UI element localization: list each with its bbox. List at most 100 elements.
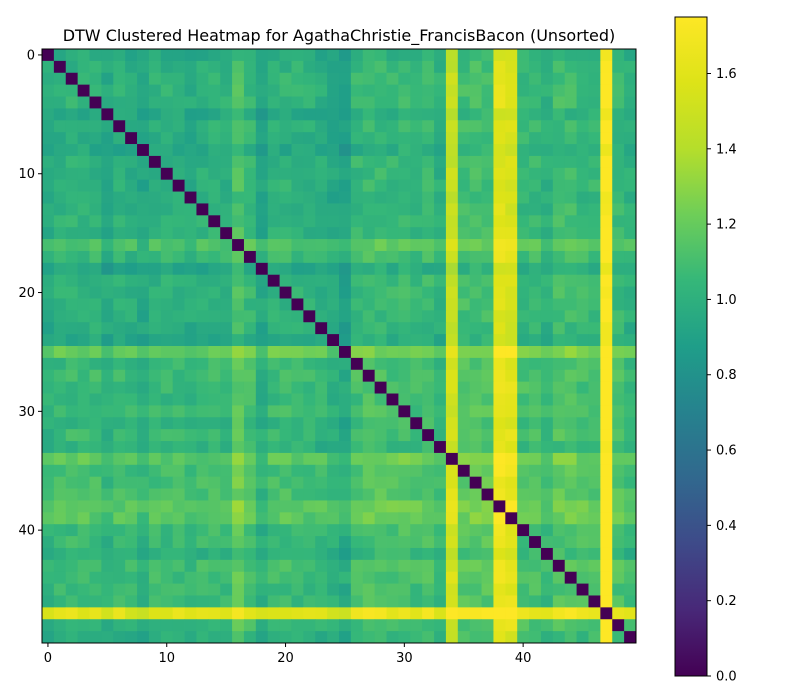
- heatmap-cell: [362, 405, 376, 418]
- heatmap-cell: [53, 334, 67, 347]
- heatmap-cell: [445, 405, 459, 418]
- heatmap-cell: [612, 322, 625, 335]
- heatmap-cell: [232, 49, 245, 62]
- heatmap-cell: [434, 298, 447, 311]
- heatmap-cell: [386, 547, 399, 561]
- heatmap-cell: [327, 357, 340, 371]
- y-tick-label: 20: [18, 286, 35, 301]
- heatmap-cell: [160, 631, 174, 644]
- heatmap-cell: [434, 393, 447, 406]
- heatmap-cell: [517, 144, 530, 157]
- heatmap-cell: [148, 476, 162, 489]
- heatmap-cell: [493, 274, 506, 287]
- heatmap-cell: [517, 84, 530, 97]
- heatmap-cell: [196, 429, 209, 442]
- heatmap-cell: [600, 108, 613, 121]
- heatmap-cell: [362, 536, 376, 549]
- heatmap-cell: [386, 476, 399, 489]
- heatmap-cell: [279, 595, 292, 608]
- heatmap-cell: [457, 144, 471, 157]
- heatmap-cell: [89, 310, 102, 323]
- heatmap-cell: [220, 227, 233, 240]
- heatmap-cell: [267, 393, 280, 406]
- heatmap-cell: [232, 72, 245, 86]
- heatmap-cell: [517, 452, 530, 466]
- heatmap-cell: [291, 310, 304, 323]
- heatmap-cell: [327, 405, 340, 418]
- heatmap-cell: [481, 559, 494, 573]
- heatmap-cell: [279, 631, 292, 644]
- heatmap-cell: [386, 595, 399, 608]
- heatmap-cell: [517, 334, 530, 347]
- heatmap-cell: [493, 250, 506, 264]
- heatmap-cell: [327, 227, 340, 240]
- heatmap-cell: [327, 631, 340, 644]
- heatmap-cell: [220, 559, 233, 573]
- heatmap-cell: [315, 155, 328, 169]
- heatmap-cell: [600, 619, 613, 632]
- heatmap-cell: [350, 357, 364, 371]
- heatmap-cell: [53, 631, 67, 644]
- heatmap-cell: [505, 595, 518, 608]
- heatmap-cell: [588, 274, 601, 287]
- heatmap-cell: [374, 595, 387, 608]
- heatmap-cell: [243, 607, 257, 620]
- heatmap-cell: [315, 191, 328, 204]
- heatmap-cell: [374, 476, 387, 489]
- heatmap-cell: [42, 357, 55, 371]
- heatmap-cell: [410, 274, 423, 287]
- heatmap-cell: [148, 96, 162, 109]
- heatmap-cell: [243, 132, 257, 145]
- heatmap-cell: [529, 239, 542, 252]
- heatmap-cell: [77, 322, 90, 335]
- heatmap-cell: [445, 583, 459, 596]
- heatmap-cell: [53, 239, 67, 252]
- heatmap-cell: [505, 393, 518, 406]
- heatmap-cell: [350, 571, 364, 584]
- heatmap-cell: [588, 144, 601, 157]
- heatmap-cell: [540, 203, 554, 216]
- heatmap-cell: [624, 476, 637, 489]
- heatmap-cell: [77, 476, 90, 489]
- heatmap-cell: [481, 619, 494, 632]
- heatmap-cell: [481, 536, 494, 549]
- heatmap-cell: [350, 547, 364, 561]
- heatmap-cell: [481, 239, 494, 252]
- heatmap-cell: [339, 464, 352, 478]
- heatmap-cell: [315, 132, 328, 145]
- heatmap-cell: [327, 464, 340, 478]
- heatmap-cell: [339, 559, 352, 573]
- heatmap-cell: [612, 464, 625, 478]
- heatmap-cell: [398, 417, 411, 430]
- heatmap-cell: [113, 179, 126, 192]
- heatmap-cell: [445, 179, 459, 192]
- heatmap-cell: [386, 417, 399, 430]
- heatmap-cell: [42, 476, 55, 489]
- heatmap-cell: [374, 536, 387, 549]
- heatmap-cell: [148, 108, 162, 121]
- heatmap-cell: [255, 310, 269, 323]
- heatmap-cell: [540, 132, 554, 145]
- heatmap-cell: [564, 405, 577, 418]
- heatmap-cell: [624, 524, 637, 537]
- heatmap-cell: [576, 155, 589, 169]
- heatmap-cell: [42, 49, 55, 62]
- heatmap-cell: [303, 346, 316, 359]
- heatmap-cell: [588, 322, 601, 335]
- heatmap-cell: [137, 607, 150, 620]
- heatmap-cell: [53, 595, 67, 608]
- heatmap-cell: [160, 322, 174, 335]
- heatmap-cell: [113, 132, 126, 145]
- heatmap-cell: [445, 144, 459, 157]
- heatmap-cell: [339, 310, 352, 323]
- heatmap-cell: [386, 405, 399, 418]
- heatmap-cell: [600, 381, 613, 394]
- heatmap-cell: [255, 286, 269, 299]
- heatmap-cell: [350, 155, 364, 169]
- heatmap-cell: [172, 84, 185, 97]
- heatmap-cell: [315, 500, 328, 513]
- heatmap-cell: [398, 155, 411, 169]
- heatmap-cell: [196, 405, 209, 418]
- heatmap-cell: [362, 583, 376, 596]
- heatmap-cell: [255, 559, 269, 573]
